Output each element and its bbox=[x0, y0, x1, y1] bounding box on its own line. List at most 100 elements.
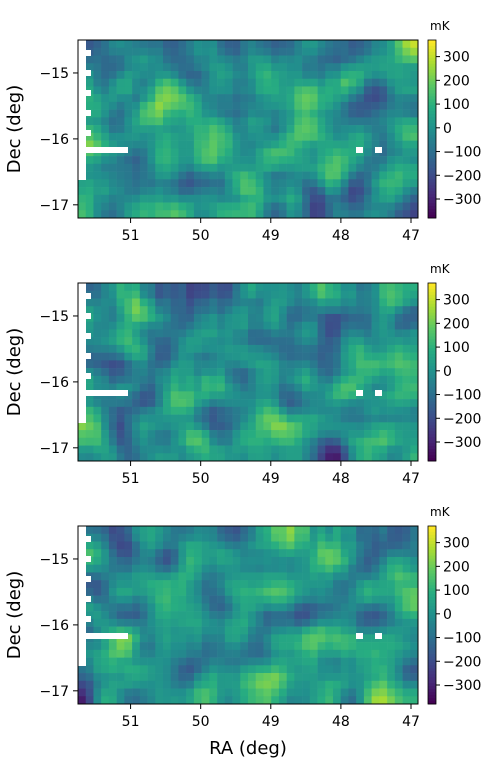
mask-dot bbox=[356, 633, 363, 639]
heatmap-cell bbox=[278, 541, 287, 550]
heatmap-cell bbox=[186, 688, 195, 697]
heatmap-cell bbox=[356, 445, 365, 454]
heatmap-cell bbox=[85, 526, 94, 535]
heatmap-cell bbox=[325, 283, 334, 292]
heatmap-cell bbox=[85, 140, 94, 149]
heatmap-cell bbox=[248, 360, 257, 369]
heatmap-cell bbox=[363, 611, 372, 620]
heatmap-cell bbox=[317, 414, 326, 423]
heatmap-cell bbox=[363, 283, 372, 292]
heatmap-cell bbox=[263, 603, 272, 612]
heatmap-cell bbox=[132, 40, 141, 49]
heatmap-cell bbox=[248, 94, 257, 103]
heatmap-cell bbox=[132, 148, 141, 157]
heatmap-cell bbox=[116, 437, 125, 446]
heatmap-cell bbox=[402, 580, 411, 589]
heatmap-cell bbox=[93, 399, 102, 408]
heatmap-cell bbox=[255, 665, 264, 674]
heatmap-cell bbox=[363, 148, 372, 157]
heatmap-cell bbox=[85, 383, 94, 392]
heatmap-cell bbox=[286, 344, 295, 353]
heatmap-cell bbox=[340, 580, 349, 589]
heatmap-cell bbox=[201, 688, 210, 697]
heatmap-cell bbox=[108, 109, 117, 118]
heatmap-cell bbox=[178, 148, 187, 157]
heatmap-cell bbox=[371, 329, 380, 338]
heatmap-cell bbox=[101, 187, 110, 196]
heatmap-cell bbox=[170, 360, 179, 369]
heatmap-cell bbox=[209, 132, 218, 141]
colorbar-swatch bbox=[428, 291, 436, 296]
heatmap-cell bbox=[209, 673, 218, 682]
heatmap-cell bbox=[348, 40, 357, 49]
heatmap-cell bbox=[132, 47, 141, 56]
heatmap-cell bbox=[278, 306, 287, 315]
heatmap-cell bbox=[124, 414, 133, 423]
heatmap-cell bbox=[379, 329, 388, 338]
heatmap-cell bbox=[224, 202, 233, 211]
colorbar-swatch bbox=[428, 576, 436, 580]
heatmap-cell bbox=[271, 399, 280, 408]
heatmap-cell bbox=[302, 210, 311, 219]
heatmap-cell bbox=[255, 673, 264, 682]
heatmap-cell bbox=[139, 352, 148, 361]
heatmap-cell bbox=[363, 329, 372, 338]
heatmap-cell bbox=[170, 414, 179, 423]
colorbar-tick-label: 0 bbox=[443, 364, 452, 380]
heatmap-cell bbox=[333, 40, 342, 49]
colorbar-swatch bbox=[428, 623, 436, 628]
heatmap-cell bbox=[217, 125, 226, 134]
heatmap-cell bbox=[209, 40, 218, 49]
heatmap-cell bbox=[201, 156, 210, 165]
colorbar-tick-label: −300 bbox=[443, 435, 481, 451]
heatmap-cell bbox=[363, 696, 372, 705]
heatmap-cell bbox=[124, 337, 133, 346]
heatmap-cell bbox=[124, 148, 133, 157]
heatmap-cell bbox=[248, 187, 257, 196]
heatmap-cell bbox=[363, 649, 372, 658]
colorbar-swatch bbox=[428, 194, 436, 198]
heatmap-cell bbox=[139, 634, 148, 643]
heatmap-cell bbox=[325, 171, 334, 180]
heatmap-cell bbox=[108, 526, 117, 535]
heatmap-cell bbox=[356, 101, 365, 110]
heatmap-cell bbox=[124, 352, 133, 361]
heatmap-cell bbox=[309, 360, 318, 369]
heatmap-cell bbox=[356, 40, 365, 49]
heatmap-cell bbox=[294, 541, 303, 550]
heatmap-cell bbox=[248, 391, 257, 400]
heatmap-cell bbox=[379, 148, 388, 157]
heatmap-cell bbox=[356, 680, 365, 689]
heatmap-cell bbox=[170, 375, 179, 384]
heatmap-cell bbox=[333, 94, 342, 103]
heatmap-cell bbox=[178, 437, 187, 446]
heatmap-cell bbox=[193, 673, 202, 682]
heatmap-cell bbox=[101, 549, 110, 558]
mask-left-strip bbox=[78, 40, 86, 180]
heatmap-cell bbox=[379, 55, 388, 64]
heatmap-cell bbox=[147, 437, 156, 446]
heatmap-cell bbox=[155, 399, 164, 408]
heatmap-cell bbox=[163, 572, 172, 581]
heatmap-cell bbox=[394, 283, 403, 292]
heatmap-cell bbox=[394, 78, 403, 87]
heatmap-cell bbox=[302, 564, 311, 573]
heatmap-cell bbox=[294, 549, 303, 558]
heatmap-cell bbox=[116, 344, 125, 353]
heatmap-cell bbox=[255, 595, 264, 604]
heatmap-cell bbox=[170, 306, 179, 315]
heatmap-cell bbox=[286, 109, 295, 118]
heatmap-cell bbox=[209, 541, 218, 550]
heatmap-cell bbox=[217, 587, 226, 596]
heatmap-cell bbox=[348, 337, 357, 346]
heatmap-cell bbox=[147, 603, 156, 612]
heatmap-cell bbox=[93, 549, 102, 558]
heatmap-cell bbox=[294, 383, 303, 392]
heatmap-cell bbox=[325, 526, 334, 535]
heatmap-cell bbox=[294, 657, 303, 666]
heatmap-cell bbox=[271, 283, 280, 292]
colorbar-swatch bbox=[428, 87, 436, 91]
heatmap-cell bbox=[186, 603, 195, 612]
heatmap-cell bbox=[348, 202, 357, 211]
heatmap-cell bbox=[85, 40, 94, 49]
